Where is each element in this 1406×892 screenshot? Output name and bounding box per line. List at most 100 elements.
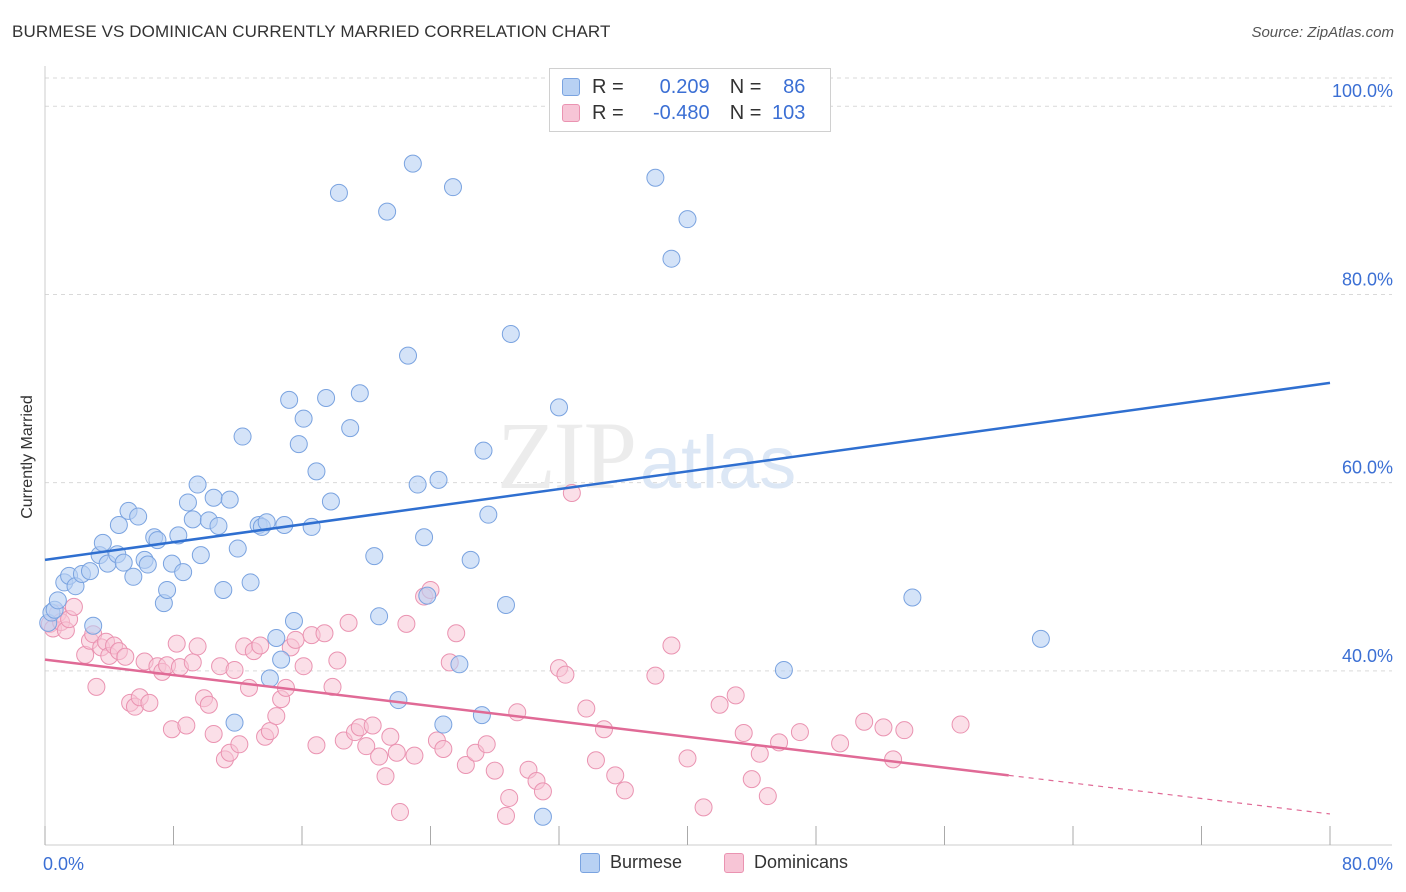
burmese-point: [191, 546, 210, 565]
dominicans-point: [726, 686, 745, 705]
burmese-point: [903, 588, 922, 607]
burmese-point: [188, 475, 207, 494]
burmese-point: [403, 154, 422, 173]
y-tick-label: 40.0%: [1342, 646, 1393, 666]
dominicans-point: [87, 677, 106, 696]
dominicans-point: [615, 781, 634, 800]
burmese-point: [294, 409, 313, 428]
dominicans-point: [855, 712, 874, 731]
burmese-point: [114, 553, 133, 572]
x-tick-label: 0.0%: [43, 854, 84, 874]
dominicans-point: [758, 787, 777, 806]
dominicans-point: [390, 803, 409, 822]
burmese-point: [178, 493, 197, 512]
burmese-point: [472, 706, 491, 725]
dominicans-point: [734, 724, 753, 743]
dominicans-point: [294, 657, 313, 676]
dominicans-point: [370, 747, 389, 766]
legend-r-label: R =: [592, 101, 624, 124]
burmese-point: [183, 510, 202, 529]
burmese-point: [321, 492, 340, 511]
dominicans-point: [357, 737, 376, 756]
burmese-point: [225, 713, 244, 732]
burmese-point: [408, 475, 427, 494]
burmese-point: [646, 168, 665, 187]
legend-r-value: -0.480: [652, 101, 710, 124]
legend-n-value: 103: [772, 101, 806, 124]
dominicans-point: [260, 722, 279, 741]
dominicans-point: [662, 636, 681, 655]
dominicans-points: [40, 484, 970, 825]
burmese-point: [280, 390, 299, 409]
burmese-point: [1031, 629, 1050, 648]
dominicans-point: [251, 636, 270, 655]
dominicans-point: [500, 788, 519, 807]
y-tick-label: 100.0%: [1332, 81, 1393, 101]
correlation-legend: R = 0.209 N = 86 R = -0.480 N = 103: [549, 68, 831, 132]
watermark-atlas: atlas: [640, 421, 796, 504]
dominicans-point: [447, 624, 466, 643]
dominicans-point: [951, 715, 970, 734]
burmese-points: [39, 154, 1050, 826]
burmese-point: [267, 628, 286, 647]
dominicans-point: [485, 761, 504, 780]
dominicans-point: [230, 735, 249, 754]
dominicans-swatch: [724, 852, 744, 873]
dominicans-point: [140, 693, 159, 712]
burmese-point: [302, 517, 321, 536]
dominicans-point: [177, 716, 196, 735]
burmese-point: [158, 580, 177, 599]
legend-label-dominicans: Dominicans: [754, 852, 849, 872]
burmese-point: [138, 555, 157, 574]
dominicans-point: [199, 695, 218, 714]
dominicans-point: [286, 630, 305, 649]
burmese-point: [124, 567, 143, 586]
burmese-point: [496, 596, 515, 615]
burmese-point: [220, 490, 239, 509]
tick-labels: 40.0% 60.0% 80.0% 100.0% 0.0% 80.0%: [43, 81, 1393, 874]
burmese-point: [93, 533, 112, 552]
burmese-point: [418, 586, 437, 605]
dominicans-point: [405, 746, 424, 765]
burmese-swatch: [562, 78, 580, 96]
burmese-point: [48, 591, 67, 610]
burmese-point: [272, 650, 291, 669]
series-legend: Burmese Dominicans: [0, 852, 1406, 878]
burmese-point: [317, 388, 336, 407]
dominicans-point: [116, 647, 135, 666]
burmese-point: [284, 612, 303, 631]
burmese-point: [109, 516, 128, 535]
legend-n-label: N =: [729, 75, 762, 98]
dominicans-point: [750, 744, 769, 763]
dominicans-point: [339, 613, 358, 632]
burmese-point: [80, 562, 99, 581]
legend-row-burmese: R = 0.209 N = 86: [562, 75, 805, 99]
burmese-point: [434, 715, 453, 734]
burmese-point: [214, 580, 233, 599]
burmese-point: [289, 435, 308, 454]
burmese-point: [174, 563, 193, 582]
dominicans-point: [831, 734, 850, 753]
burmese-point: [479, 505, 498, 524]
source-label: Source: ZipAtlas.com: [1251, 24, 1394, 41]
burmese-point: [678, 210, 697, 229]
dominicans-point: [646, 666, 665, 685]
dominicans-point: [434, 740, 453, 759]
burmese-point: [774, 660, 793, 679]
burmese-point: [474, 441, 493, 460]
burmese-point: [209, 516, 228, 535]
dominicans-point: [267, 707, 286, 726]
burmese-point: [370, 607, 389, 626]
dominicans-point: [188, 637, 207, 656]
dominicans-point: [387, 743, 406, 762]
burmese-point: [329, 183, 348, 202]
dominicans-point: [307, 736, 326, 755]
burmese-point: [169, 526, 188, 545]
burmese-point: [365, 547, 384, 566]
x-tick-label: 80.0%: [1342, 854, 1393, 874]
burmese-point: [260, 669, 279, 688]
legend-n-value: 86: [783, 75, 806, 98]
dominicans-point: [363, 716, 382, 735]
dominicans-point: [895, 721, 914, 740]
